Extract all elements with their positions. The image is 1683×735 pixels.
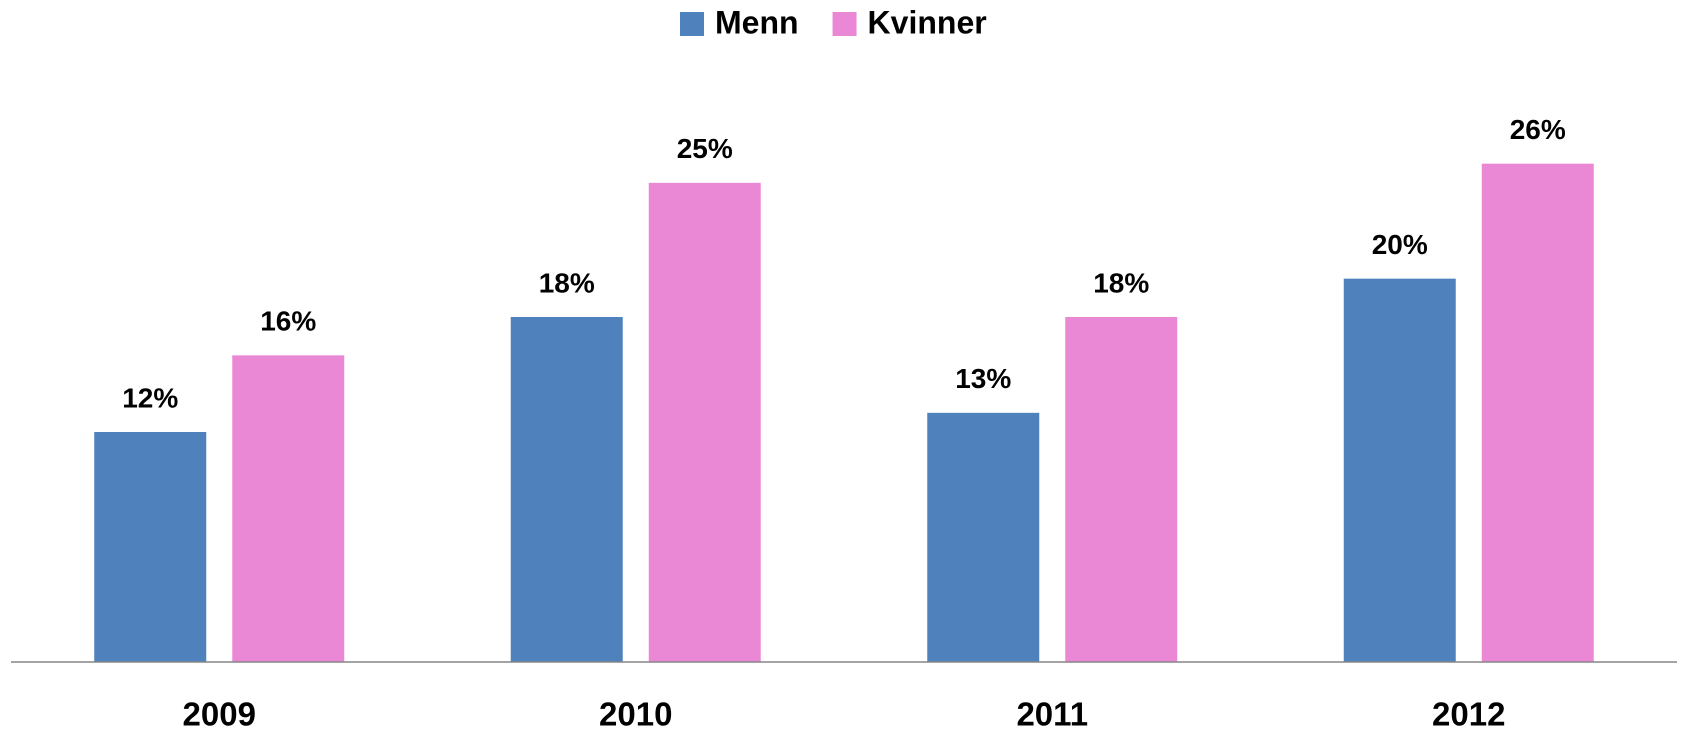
legend-swatch bbox=[680, 12, 704, 36]
value-label: 18% bbox=[1093, 267, 1149, 298]
bar bbox=[1065, 317, 1178, 662]
x-tick-label: 2011 bbox=[1016, 696, 1088, 733]
value-label: 16% bbox=[260, 306, 316, 337]
value-label: 13% bbox=[955, 363, 1011, 394]
bar bbox=[94, 432, 207, 662]
x-tick-label: 2009 bbox=[183, 696, 256, 733]
bar bbox=[927, 412, 1040, 662]
legend-label: Menn bbox=[715, 4, 799, 40]
legend-label: Kvinner bbox=[868, 4, 987, 40]
x-tick-label: 2010 bbox=[599, 696, 672, 733]
legend-swatch bbox=[832, 12, 857, 36]
value-label: 12% bbox=[122, 382, 178, 413]
value-label: 26% bbox=[1510, 114, 1566, 145]
value-label: 18% bbox=[539, 267, 595, 298]
bar bbox=[510, 317, 623, 662]
bar bbox=[232, 355, 345, 662]
value-label: 25% bbox=[677, 133, 733, 164]
bar bbox=[648, 182, 761, 663]
bar bbox=[1481, 163, 1594, 662]
value-label: 20% bbox=[1372, 229, 1428, 260]
x-tick-label: 2012 bbox=[1432, 696, 1505, 733]
bar bbox=[1343, 278, 1456, 662]
